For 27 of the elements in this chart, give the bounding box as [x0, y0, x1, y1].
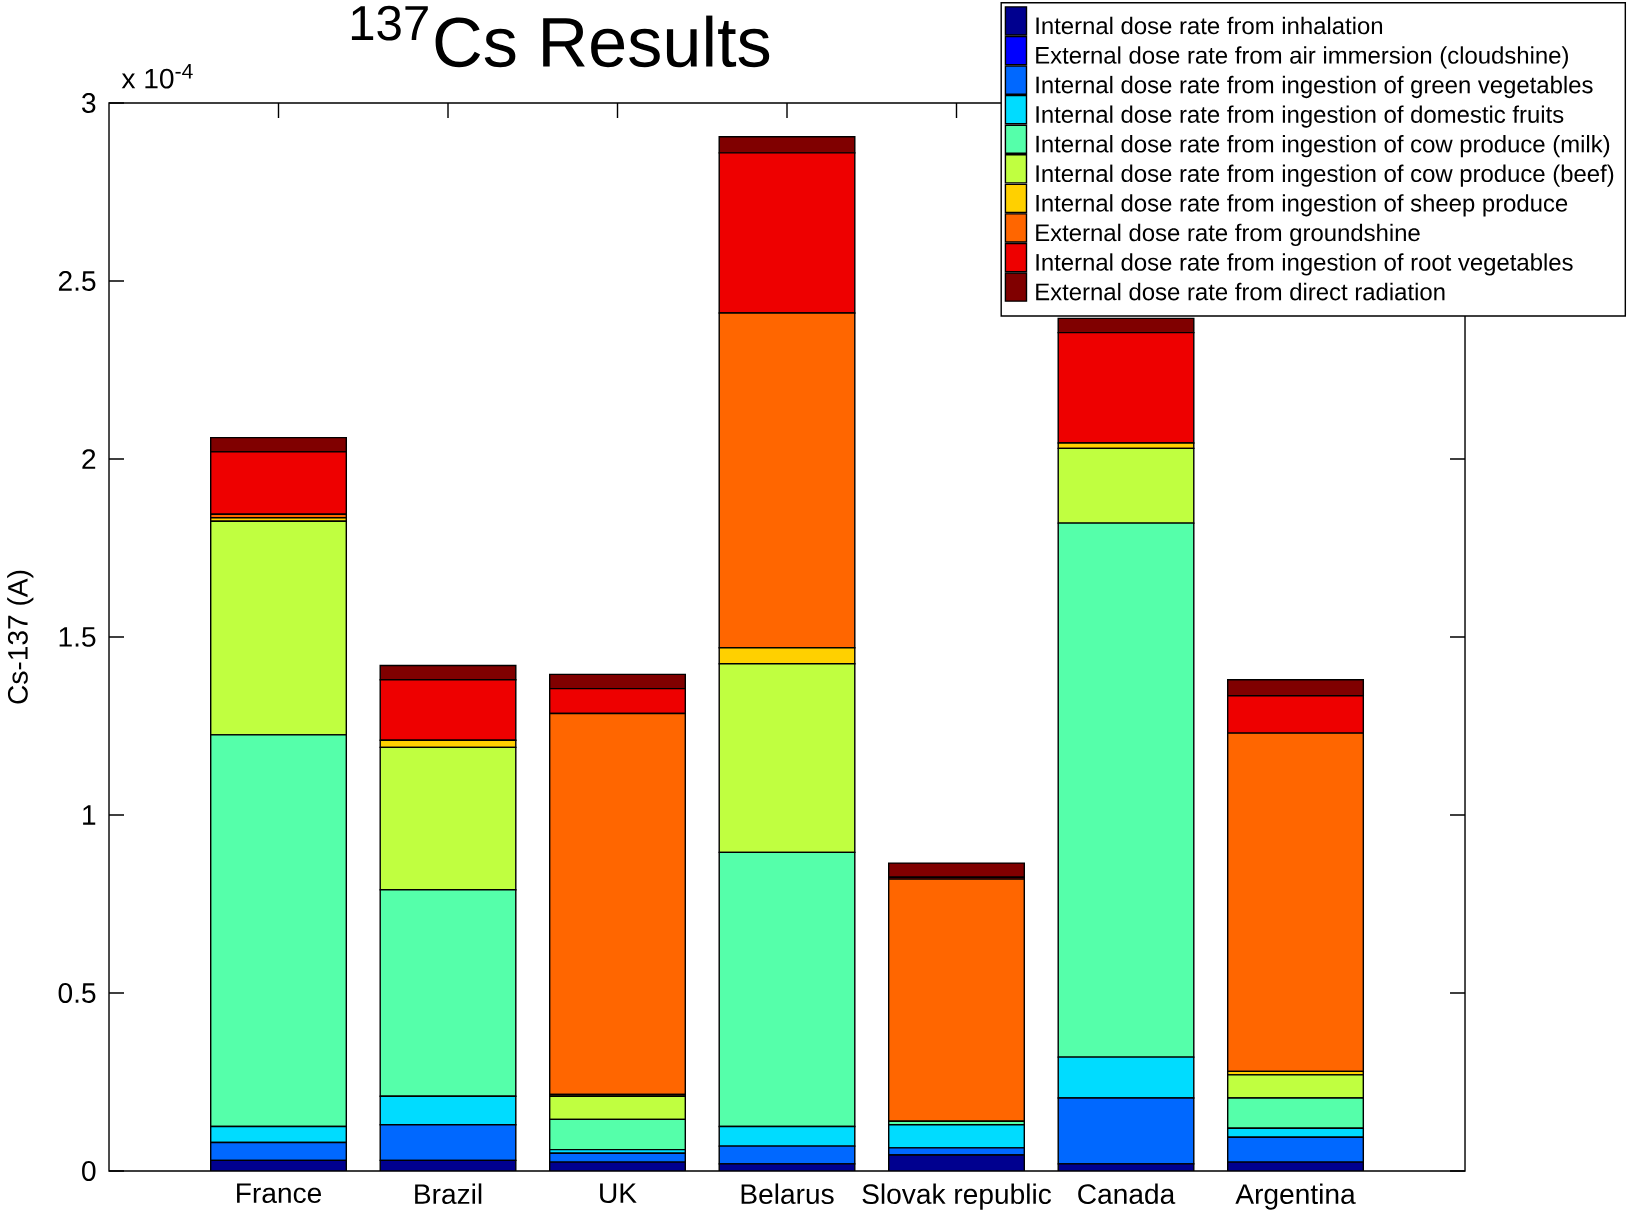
y-tick-label: 2.5	[58, 271, 96, 291]
x-tick-label: Slovak republic	[862, 1183, 1052, 1210]
y-tick-label: 1	[83, 805, 96, 825]
legend-label: Internal dose rate from ingestion of root vegetables	[1036, 253, 1573, 276]
legend-label: Internal dose rate from ingestion of domestic fruits	[1036, 105, 1564, 128]
legend-label: External dose rate from direct radiation	[1036, 282, 1445, 301]
x-tick-label: Canada	[1078, 1183, 1176, 1205]
text: x 10$^{-4}$	[121, 63, 193, 89]
legend-label: Internal dose rate from ingestion of cow produce (milk)	[1036, 135, 1610, 158]
legend-label: External dose rate from air immersion (cloudshine)	[1036, 46, 1568, 69]
x-tick-label: UK	[600, 1183, 637, 1204]
legend-label: Internal dose rate from ingestion of green vegetables	[1036, 75, 1593, 99]
y-axis-title: Cs-137 (A)	[7, 570, 34, 704]
y-tick-label: 0	[82, 1161, 96, 1181]
y-tick-label: 0.5	[58, 983, 96, 1003]
y-tick-label: 3	[82, 93, 96, 113]
x-tick-label: Brazil	[415, 1183, 482, 1205]
x-tick-label: Belarus	[741, 1183, 834, 1205]
legend-label: Internal dose rate from inhalation	[1036, 16, 1383, 35]
legend-label: External dose rate from groundshine	[1036, 223, 1420, 246]
x-tick-label: Argentina	[1235, 1183, 1356, 1210]
x-tick-label: France	[237, 1183, 321, 1204]
chart-title: $^{137}$Cs Results	[351, 5, 770, 68]
y-tick-label: 2	[82, 449, 96, 469]
legend-label: Internal dose rate from ingestion of sheep produce	[1036, 194, 1568, 217]
y-tick-label: 1.5	[59, 627, 96, 647]
legend-label: Internal dose rate from ingestion of cow produce (beef)	[1036, 164, 1614, 187]
